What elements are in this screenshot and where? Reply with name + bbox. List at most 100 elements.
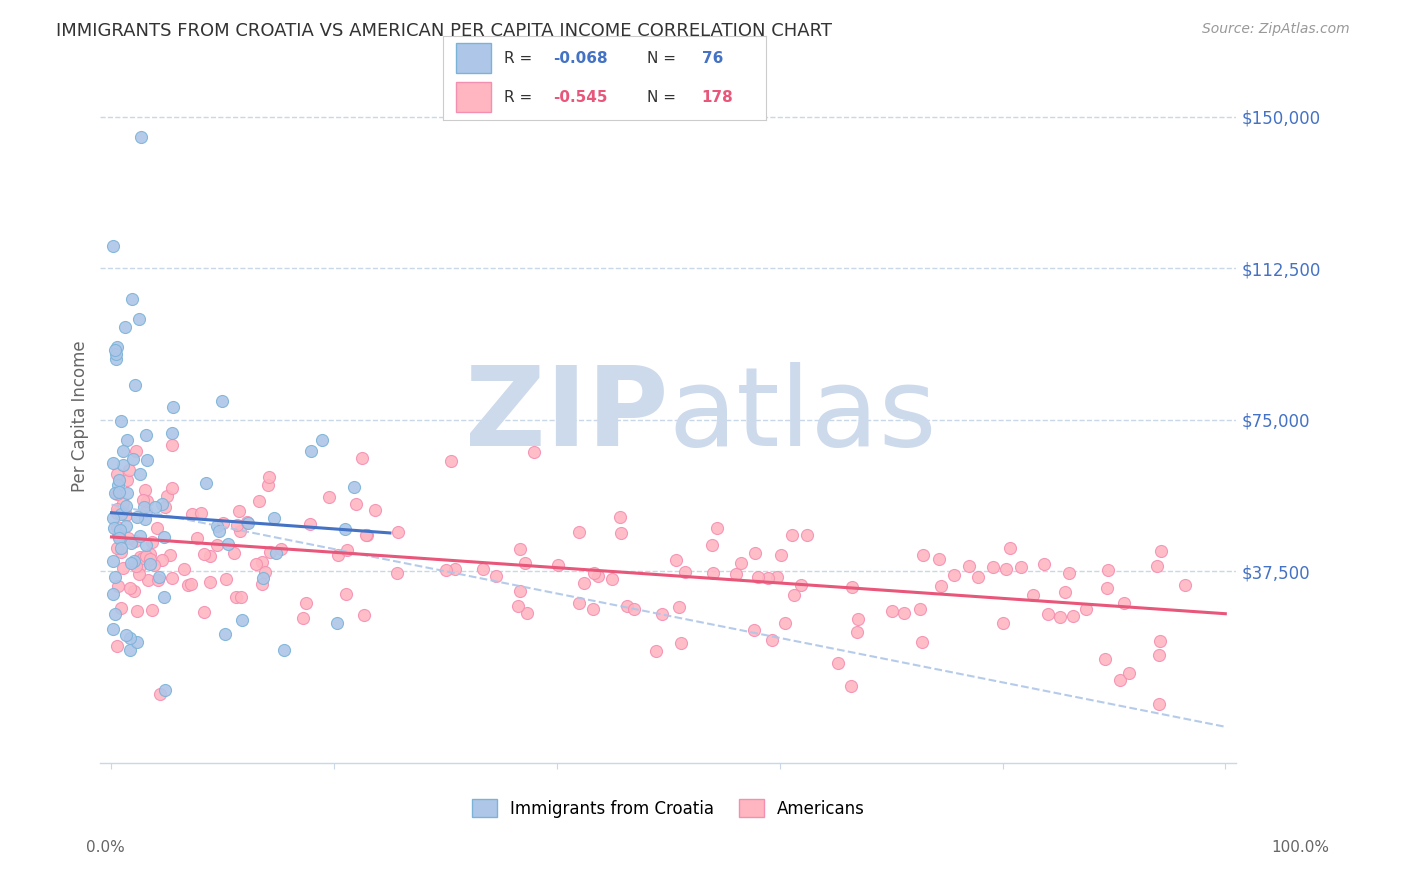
Point	[180, 576, 202, 591]
Point	[207, 519, 229, 533]
Point	[195, 475, 218, 490]
Point	[159, 548, 181, 562]
Point	[211, 393, 233, 408]
Point	[155, 500, 177, 514]
Point	[124, 534, 146, 549]
Point	[104, 607, 127, 621]
Point	[153, 683, 176, 698]
Point	[706, 521, 728, 535]
Point	[229, 524, 252, 539]
Point	[651, 607, 673, 622]
Point	[263, 511, 285, 525]
Text: 0.0%: 0.0%	[86, 840, 125, 855]
Point	[115, 499, 138, 513]
Point	[485, 569, 508, 583]
Point	[568, 524, 591, 539]
Point	[129, 559, 152, 574]
Point	[350, 450, 373, 465]
Point	[508, 599, 530, 614]
Point	[299, 517, 322, 532]
Point	[129, 467, 152, 481]
Point	[1118, 665, 1140, 680]
Text: ZIP: ZIP	[465, 362, 668, 469]
Point	[1146, 558, 1168, 573]
Point	[1150, 543, 1173, 558]
Legend: Immigrants from Croatia, Americans: Immigrants from Croatia, Americans	[465, 793, 872, 824]
Point	[103, 587, 125, 601]
Point	[222, 545, 245, 559]
Point	[270, 541, 292, 556]
Point	[773, 616, 796, 631]
Point	[700, 538, 723, 552]
Point	[326, 615, 349, 630]
Point	[101, 456, 124, 470]
Point	[665, 553, 688, 567]
Point	[212, 516, 235, 530]
Point	[138, 552, 160, 566]
Point	[509, 584, 531, 599]
Point	[117, 485, 139, 500]
Point	[156, 489, 179, 503]
Point	[994, 562, 1017, 576]
Point	[105, 640, 128, 654]
Point	[845, 624, 868, 639]
Point	[150, 552, 173, 566]
Text: N =: N =	[647, 51, 681, 66]
Point	[766, 570, 789, 584]
Point	[318, 490, 340, 504]
Point	[616, 599, 638, 614]
Point	[761, 633, 783, 648]
Point	[257, 478, 280, 492]
Point	[105, 506, 128, 520]
Point	[841, 580, 863, 594]
Point	[118, 463, 141, 477]
Point	[343, 480, 366, 494]
Point	[1109, 673, 1132, 688]
Point	[103, 521, 125, 535]
Point	[125, 635, 148, 649]
Point	[910, 634, 932, 648]
Point	[671, 636, 693, 650]
Point	[121, 452, 143, 467]
Point	[880, 604, 903, 618]
Text: R =: R =	[505, 90, 537, 105]
Point	[1097, 563, 1119, 577]
Point	[623, 602, 645, 616]
Point	[129, 130, 152, 145]
Point	[434, 563, 457, 577]
Point	[957, 559, 980, 574]
Point	[582, 602, 605, 616]
Point	[236, 516, 259, 530]
Point	[231, 590, 253, 604]
Point	[981, 560, 1004, 574]
Point	[121, 292, 143, 306]
Point	[139, 547, 162, 561]
Point	[135, 494, 157, 508]
Point	[135, 538, 157, 552]
Point	[120, 536, 142, 550]
Point	[1022, 588, 1045, 602]
Point	[356, 527, 378, 541]
Text: R =: R =	[505, 51, 537, 66]
Point	[782, 588, 804, 602]
Point	[128, 312, 150, 326]
Point	[107, 528, 129, 542]
Point	[252, 555, 274, 569]
Point	[353, 607, 375, 622]
Point	[103, 511, 125, 525]
Point	[515, 557, 537, 571]
Point	[1057, 566, 1080, 580]
Point	[1074, 602, 1097, 616]
Point	[336, 542, 359, 557]
Point	[107, 529, 129, 543]
Point	[998, 541, 1021, 555]
Point	[644, 644, 666, 658]
Point	[273, 643, 295, 657]
Point	[440, 453, 463, 467]
Point	[160, 438, 183, 452]
Point	[225, 590, 247, 604]
Point	[150, 497, 173, 511]
Point	[730, 556, 752, 570]
Point	[105, 520, 128, 534]
Point	[942, 567, 965, 582]
